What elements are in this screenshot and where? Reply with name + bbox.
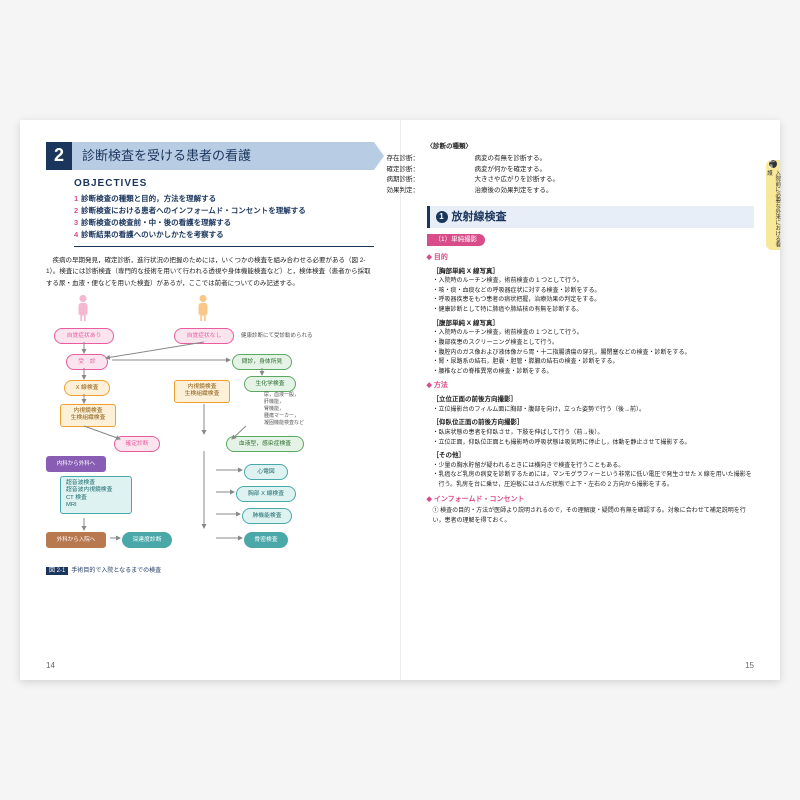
left-page: 2 診断検査を受ける患者の看護 OBJECTIVES 1診断検査の種類と目的，方… xyxy=(20,120,401,680)
flow-node: 深達度診断 xyxy=(122,532,172,549)
flow-node: 超音波検査 超音波内視鏡検査 CT 検査 MRI xyxy=(60,476,132,514)
method-heading: 方法 xyxy=(427,381,755,392)
flow-node: 心電図 xyxy=(244,464,288,481)
section-header: 1放射線検査 xyxy=(427,206,755,229)
flow-node: 自覚症状なし xyxy=(174,328,234,345)
subsection-tab: （1）単純撮影 xyxy=(427,234,486,246)
bullet-item: 入院時のルーチン検査，術前検査の 1 つとして行う。 xyxy=(439,329,755,339)
person-icon xyxy=(194,294,212,321)
flow-node: 問診，身体所見 xyxy=(232,354,292,371)
diag-type: 存在診断：病変の有無を診断する。 xyxy=(467,154,755,164)
chapter-title: 診断検査を受ける患者の看護 xyxy=(72,142,374,170)
diag-type: 効果判定：治療後の効果判定をする。 xyxy=(467,186,755,196)
flow-node: 内視鏡検査 生検組織検査 xyxy=(60,404,116,427)
objectives-list: 1診断検査の種類と目的，方法を理解する 2診断検査における患者へのインフォームド… xyxy=(74,193,374,247)
flow-node: 自覚症状あり xyxy=(54,328,114,345)
objectives-label: OBJECTIVES xyxy=(74,176,374,191)
chapter-header: 2 診断検査を受ける患者の看護 xyxy=(46,142,374,170)
chapter-number: 2 xyxy=(46,142,72,170)
page-number: 14 xyxy=(46,660,55,672)
flow-node: 外科から入院へ xyxy=(46,532,106,548)
flow-label: 尿，血液一般， 肝機能， 腎機能， 腫瘍マーカー， 凝固機能検査など xyxy=(264,392,304,427)
flow-node: 内視鏡検査 生検組織検査 xyxy=(174,380,230,403)
flow-node: 生化学検査 xyxy=(244,376,296,393)
flowchart: 自覚症状あり 自覚症状なし 健康診断にて受診勧められる 受 診 問診，身体所見 … xyxy=(46,296,374,576)
bullet-item: 咳・痰・血痰などの呼吸器症状に対する検査・診断をする。 xyxy=(439,287,755,297)
diag-types-label: 〈診断の種類〉 xyxy=(427,142,755,152)
flow-node: 血液型，感染症検査 xyxy=(226,436,304,453)
flow-label: 健康診断にて受診勧められる xyxy=(241,332,313,340)
body-paragraph: 疾病の早期発見，確定診断，進行状況の把握のためには，いくつかの検査を組み合わせる… xyxy=(46,255,374,290)
bullet-item: 臥床状態の患者を仰臥させ，下肢を伸ばして行う（前→後）。 xyxy=(439,429,755,439)
consent-text: ① 検査の目的・方法が医師より説明されるので，その理解度・疑問の有無を確認する。… xyxy=(433,507,755,526)
side-tab: 第2章入院前に必要な外来における看護 xyxy=(766,160,780,250)
person-icon xyxy=(74,294,92,321)
diag-type: 病期診断：大きさや広がりを診断する。 xyxy=(467,175,755,185)
bullet-item: 少量の胸水貯留が疑われるときには横向きで検査を行うこともある。 xyxy=(439,462,755,472)
bullet-item: 腹部疾患のスクリーニング検査として行う。 xyxy=(439,339,755,349)
right-page: 第2章入院前に必要な外来における看護 〈診断の種類〉 存在診断：病変の有無を診断… xyxy=(401,120,781,680)
bullet-item: 腎・尿路系の結石，胆嚢・胆管・膵臓の結石の検査・診断をする。 xyxy=(439,358,755,368)
bullet-item: 立位撮影台のフィルム面に胸部・腹部を向け，立った姿勢で行う（後→前）。 xyxy=(439,406,755,416)
diag-type: 確定診断：病変が何かを確定する。 xyxy=(467,165,755,175)
bullet-item: 乳癌など乳房の病変を診断するためには，マンモグラフィーという非常に低い電圧で発生… xyxy=(439,471,755,490)
objective-item: 2診断検査における患者へのインフォームド・コンセントを理解する xyxy=(74,205,374,216)
flow-node: 受 診 xyxy=(66,354,108,371)
purpose-heading: 目的 xyxy=(427,253,755,264)
bracket-heading: ［腹部単純 X 線写真］ xyxy=(433,319,755,329)
bullet-item: 健康診断として特に肺癌や肺結核の有無を診断する。 xyxy=(439,306,755,316)
flow-node: 肺機能検査 xyxy=(242,508,292,525)
figure-caption: 図 2-1手術目的で入院となるまでの検査 xyxy=(46,567,161,576)
bullet-item: 立位正面，仰臥位正面とも撮影時の呼吸状態は吸気時に停止し，体動を静止させて撮影す… xyxy=(439,439,755,449)
bullet-item: 呼吸器疾患をもつ患者の病状把握，治療効果の判定をする。 xyxy=(439,296,755,306)
objective-item: 4診断結果の看護へのいかしかたを考察する xyxy=(74,229,374,240)
flow-node: 骨密検査 xyxy=(244,532,288,549)
flow-node: X 線検査 xyxy=(64,380,110,397)
bullet-item: 入院時のルーチン検査，術前検査の 1 つとして行う。 xyxy=(439,277,755,287)
objective-item: 3診断検査の検査前・中・後の看護を理解する xyxy=(74,217,374,228)
flow-node: 確定診断 xyxy=(114,436,160,453)
bracket-heading: ［胸部単純 X 線写真］ xyxy=(433,267,755,277)
bullet-item: 腹腔内のガス像および液体像から胃・十二指腸潰瘍の穿孔，腸閉塞などの検査・診断をす… xyxy=(439,349,755,359)
consent-heading: インフォームド・コンセント xyxy=(427,495,755,506)
page-number: 15 xyxy=(745,660,754,672)
bracket-heading: ［仰臥位正面の前後方向撮影］ xyxy=(433,418,755,428)
bullet-item: 腰椎などの脊椎異常の検査・診断をする。 xyxy=(439,368,755,378)
bracket-heading: ［その他］ xyxy=(433,451,755,461)
objective-item: 1診断検査の種類と目的，方法を理解する xyxy=(74,193,374,204)
bracket-heading: ［立位正面の前後方向撮影］ xyxy=(433,395,755,405)
flow-node: 内科から外科へ xyxy=(46,456,106,472)
flow-node: 胸部 X 線検査 xyxy=(236,486,296,503)
